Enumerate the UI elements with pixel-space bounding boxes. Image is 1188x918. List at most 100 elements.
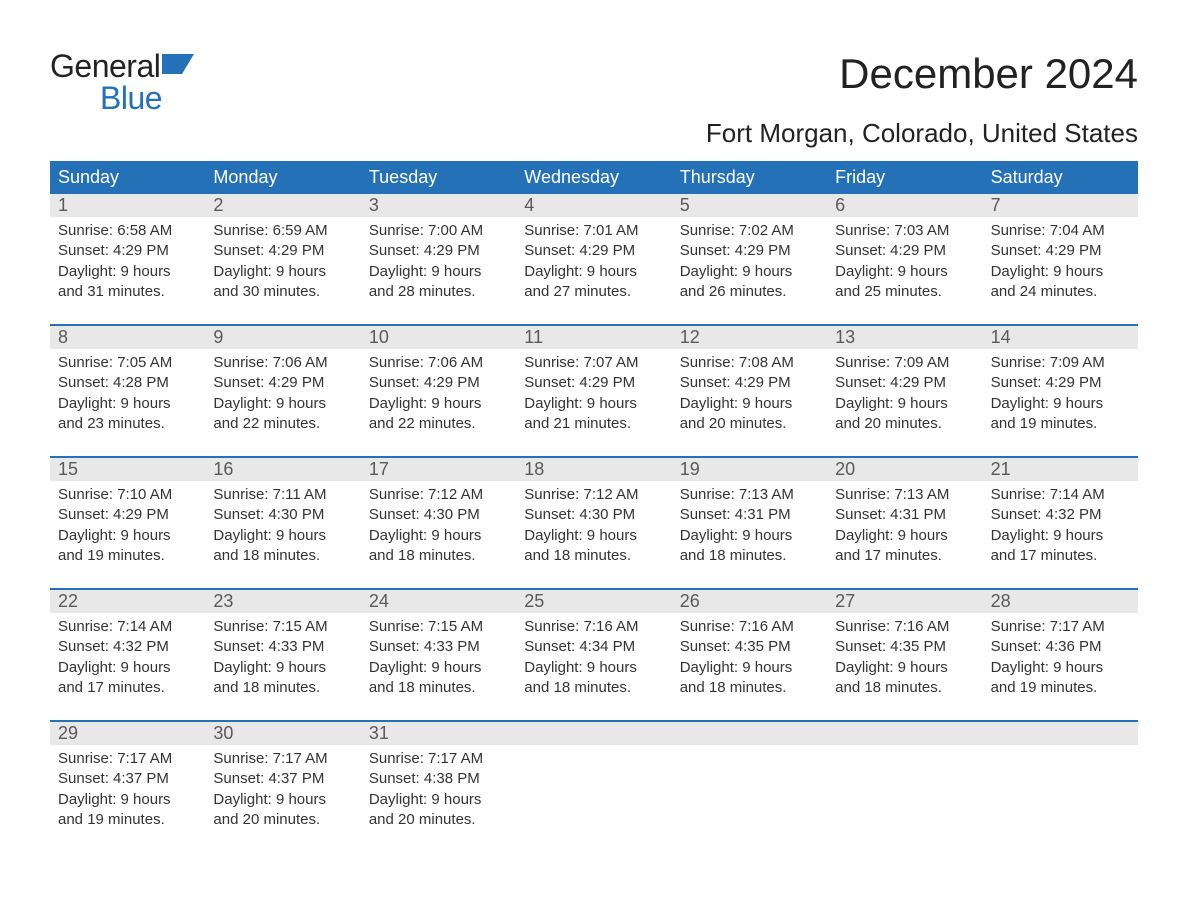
- day-number: 7: [983, 194, 1138, 217]
- day-cell: Sunrise: 6:59 AMSunset: 4:29 PMDaylight:…: [205, 217, 360, 304]
- day-cell: [672, 745, 827, 832]
- day-cell: Sunrise: 7:15 AMSunset: 4:33 PMDaylight:…: [205, 613, 360, 700]
- weekday-mon: Monday: [205, 161, 360, 194]
- weekday-fri: Friday: [827, 161, 982, 194]
- day-number: [516, 722, 671, 745]
- daylight-text-2: and 20 minutes.: [213, 810, 352, 830]
- sunrise-text: Sunrise: 7:07 AM: [524, 353, 663, 373]
- daylight-text-2: and 18 minutes.: [213, 546, 352, 566]
- daylight-text-1: Daylight: 9 hours: [524, 262, 663, 282]
- daylight-text-1: Daylight: 9 hours: [835, 658, 974, 678]
- sunrise-text: Sunrise: 7:13 AM: [680, 485, 819, 505]
- day-cell: Sunrise: 7:05 AMSunset: 4:28 PMDaylight:…: [50, 349, 205, 436]
- daylight-text-2: and 17 minutes.: [991, 546, 1130, 566]
- day-number: 6: [827, 194, 982, 217]
- day-number: 30: [205, 722, 360, 745]
- daylight-text-1: Daylight: 9 hours: [991, 262, 1130, 282]
- logo-word1: General: [50, 50, 160, 82]
- logo-word2: Blue: [100, 82, 194, 114]
- day-cell: [983, 745, 1138, 832]
- daynum-row: 891011121314: [50, 326, 1138, 349]
- week-row: 22232425262728Sunrise: 7:14 AMSunset: 4:…: [50, 588, 1138, 700]
- sunset-text: Sunset: 4:29 PM: [213, 241, 352, 261]
- sunrise-text: Sunrise: 7:14 AM: [58, 617, 197, 637]
- week-row: 891011121314Sunrise: 7:05 AMSunset: 4:28…: [50, 324, 1138, 436]
- weekday-wed: Wednesday: [516, 161, 671, 194]
- day-number: 22: [50, 590, 205, 613]
- daylight-text-2: and 19 minutes.: [991, 678, 1130, 698]
- daylight-text-2: and 18 minutes.: [835, 678, 974, 698]
- sunset-text: Sunset: 4:35 PM: [680, 637, 819, 657]
- sunrise-text: Sunrise: 7:16 AM: [524, 617, 663, 637]
- sunset-text: Sunset: 4:29 PM: [213, 373, 352, 393]
- daylight-text-1: Daylight: 9 hours: [991, 526, 1130, 546]
- day-cell: Sunrise: 7:17 AMSunset: 4:37 PMDaylight:…: [205, 745, 360, 832]
- daylight-text-1: Daylight: 9 hours: [58, 262, 197, 282]
- sunset-text: Sunset: 4:32 PM: [991, 505, 1130, 525]
- day-cell: Sunrise: 7:00 AMSunset: 4:29 PMDaylight:…: [361, 217, 516, 304]
- day-number: 29: [50, 722, 205, 745]
- header: General Blue December 2024: [50, 50, 1138, 114]
- day-cell: Sunrise: 7:10 AMSunset: 4:29 PMDaylight:…: [50, 481, 205, 568]
- sunrise-text: Sunrise: 7:03 AM: [835, 221, 974, 241]
- sunset-text: Sunset: 4:29 PM: [58, 505, 197, 525]
- day-number: 21: [983, 458, 1138, 481]
- sunset-text: Sunset: 4:28 PM: [58, 373, 197, 393]
- sunrise-text: Sunrise: 7:17 AM: [369, 749, 508, 769]
- daylight-text-2: and 24 minutes.: [991, 282, 1130, 302]
- daylight-text-1: Daylight: 9 hours: [524, 394, 663, 414]
- day-cell: Sunrise: 7:16 AMSunset: 4:34 PMDaylight:…: [516, 613, 671, 700]
- sunrise-text: Sunrise: 7:15 AM: [369, 617, 508, 637]
- daylight-text-2: and 28 minutes.: [369, 282, 508, 302]
- day-cell: Sunrise: 7:17 AMSunset: 4:37 PMDaylight:…: [50, 745, 205, 832]
- daylight-text-2: and 18 minutes.: [524, 678, 663, 698]
- daylight-text-2: and 18 minutes.: [369, 546, 508, 566]
- sunrise-text: Sunrise: 7:12 AM: [369, 485, 508, 505]
- daylight-text-2: and 20 minutes.: [369, 810, 508, 830]
- sunrise-text: Sunrise: 7:06 AM: [213, 353, 352, 373]
- day-number: 25: [516, 590, 671, 613]
- daylight-text-1: Daylight: 9 hours: [991, 658, 1130, 678]
- daylight-text-1: Daylight: 9 hours: [835, 526, 974, 546]
- day-number: 11: [516, 326, 671, 349]
- day-cell: Sunrise: 7:17 AMSunset: 4:36 PMDaylight:…: [983, 613, 1138, 700]
- day-number: 8: [50, 326, 205, 349]
- sunrise-text: Sunrise: 7:13 AM: [835, 485, 974, 505]
- daynum-row: 1234567: [50, 194, 1138, 217]
- daylight-text-1: Daylight: 9 hours: [369, 394, 508, 414]
- daylight-text-2: and 19 minutes.: [58, 810, 197, 830]
- day-cell: Sunrise: 7:09 AMSunset: 4:29 PMDaylight:…: [827, 349, 982, 436]
- sunrise-text: Sunrise: 7:17 AM: [991, 617, 1130, 637]
- daylight-text-1: Daylight: 9 hours: [213, 262, 352, 282]
- sunrise-text: Sunrise: 7:15 AM: [213, 617, 352, 637]
- sunrise-text: Sunrise: 7:10 AM: [58, 485, 197, 505]
- day-cell: Sunrise: 7:15 AMSunset: 4:33 PMDaylight:…: [361, 613, 516, 700]
- sunset-text: Sunset: 4:34 PM: [524, 637, 663, 657]
- weekday-tue: Tuesday: [361, 161, 516, 194]
- sunrise-text: Sunrise: 7:08 AM: [680, 353, 819, 373]
- calendar: Sunday Monday Tuesday Wednesday Thursday…: [50, 161, 1138, 832]
- sunset-text: Sunset: 4:29 PM: [369, 373, 508, 393]
- sunset-text: Sunset: 4:30 PM: [524, 505, 663, 525]
- sunrise-text: Sunrise: 6:58 AM: [58, 221, 197, 241]
- day-cell: Sunrise: 7:14 AMSunset: 4:32 PMDaylight:…: [50, 613, 205, 700]
- day-cell: Sunrise: 7:01 AMSunset: 4:29 PMDaylight:…: [516, 217, 671, 304]
- daylight-text-2: and 18 minutes.: [680, 678, 819, 698]
- day-cell: Sunrise: 7:11 AMSunset: 4:30 PMDaylight:…: [205, 481, 360, 568]
- week-row: 293031Sunrise: 7:17 AMSunset: 4:37 PMDay…: [50, 720, 1138, 832]
- daylight-text-2: and 19 minutes.: [991, 414, 1130, 434]
- daylight-text-2: and 17 minutes.: [58, 678, 197, 698]
- sunset-text: Sunset: 4:31 PM: [835, 505, 974, 525]
- location: Fort Morgan, Colorado, United States: [50, 118, 1138, 149]
- day-number: 12: [672, 326, 827, 349]
- sunrise-text: Sunrise: 7:09 AM: [991, 353, 1130, 373]
- day-number: 20: [827, 458, 982, 481]
- daylight-text-1: Daylight: 9 hours: [369, 526, 508, 546]
- logo: General Blue: [50, 50, 194, 114]
- daylight-text-1: Daylight: 9 hours: [213, 526, 352, 546]
- sunset-text: Sunset: 4:37 PM: [213, 769, 352, 789]
- day-number: [983, 722, 1138, 745]
- sunset-text: Sunset: 4:33 PM: [213, 637, 352, 657]
- sunrise-text: Sunrise: 7:11 AM: [213, 485, 352, 505]
- day-number: 3: [361, 194, 516, 217]
